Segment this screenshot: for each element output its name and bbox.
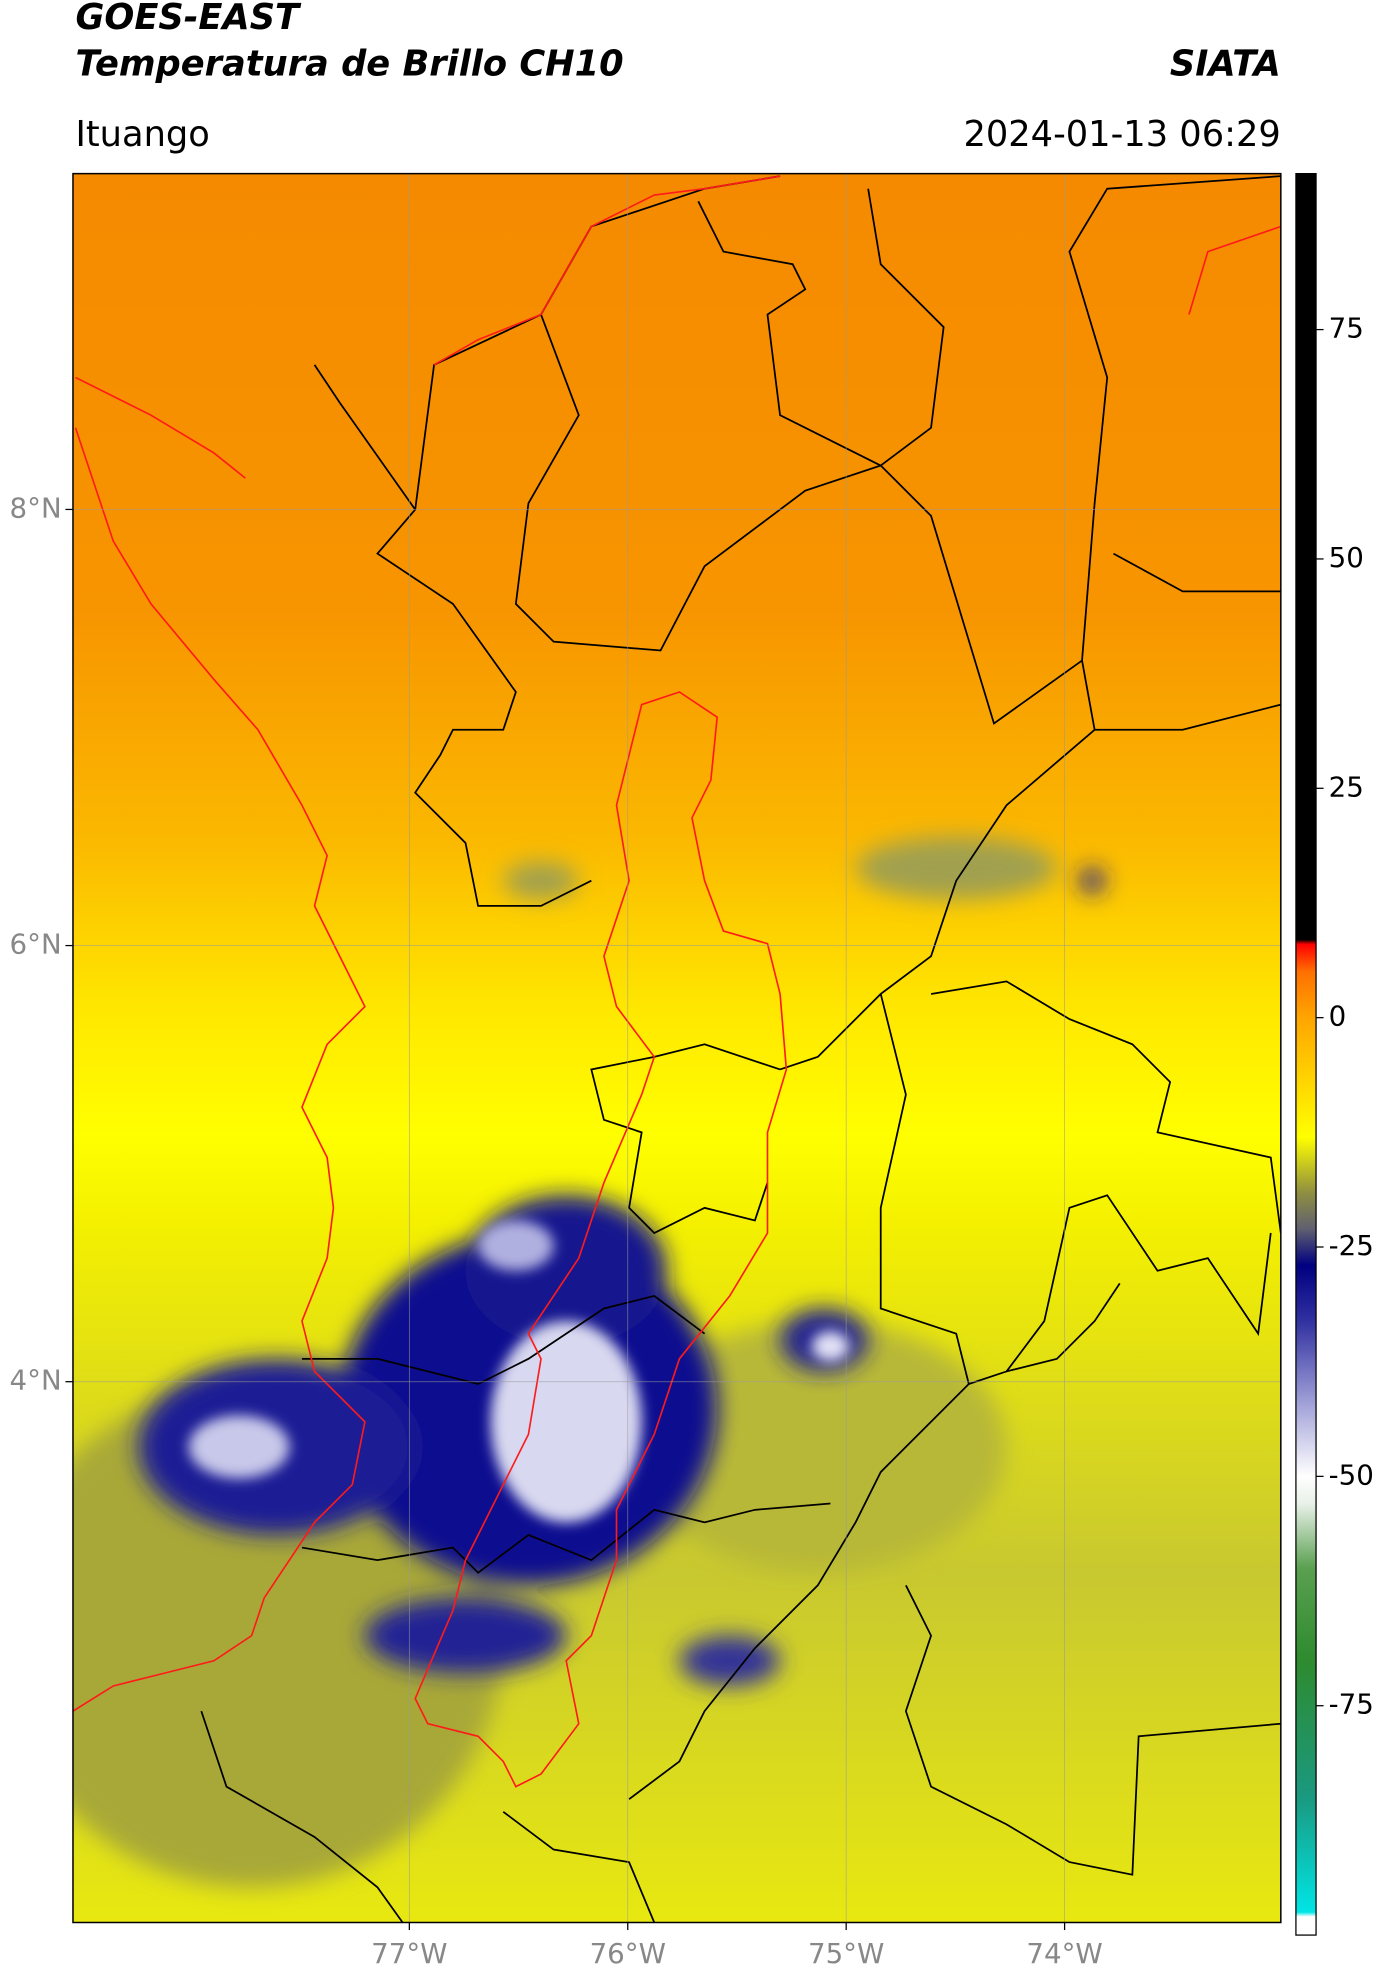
source: SIATA (1170, 43, 1281, 84)
colorbar-tick-label: -50 (1329, 1458, 1374, 1491)
map-frame (72, 172, 1282, 1924)
colorbar-tick-label: 50 (1329, 541, 1364, 574)
colorbar-tick-label: 0 (1329, 1000, 1347, 1033)
colorbar (1295, 172, 1317, 1936)
x-tick-label: 74°W (1026, 1937, 1102, 1970)
subtitle: Temperatura de Brillo CH10 (75, 43, 623, 84)
map-area (72, 173, 1281, 1923)
x-tick-label: 76°W (590, 1937, 666, 1970)
red-outlines (72, 175, 1281, 1788)
location: Ituango (75, 114, 209, 155)
cloud-cold-tops (188, 1220, 850, 1523)
x-tick-label: 77°W (371, 1937, 447, 1970)
y-tick-label: 4°N (10, 1364, 62, 1397)
colorbar-tick-label: -75 (1329, 1688, 1374, 1721)
gridlines (72, 173, 1281, 1923)
colorbar-tick-label: 25 (1329, 770, 1364, 803)
x-tick-label: 75°W (808, 1937, 884, 1970)
y-tick-label: 8°N (10, 491, 62, 524)
timestamp: 2024-01-13 06:29 (963, 114, 1280, 155)
colorbar-tick-label: -25 (1329, 1229, 1374, 1262)
title: GOES-EAST (75, 0, 302, 38)
colorbar-tick-label: 75 (1329, 312, 1364, 345)
y-tick-label: 6°N (10, 928, 62, 961)
